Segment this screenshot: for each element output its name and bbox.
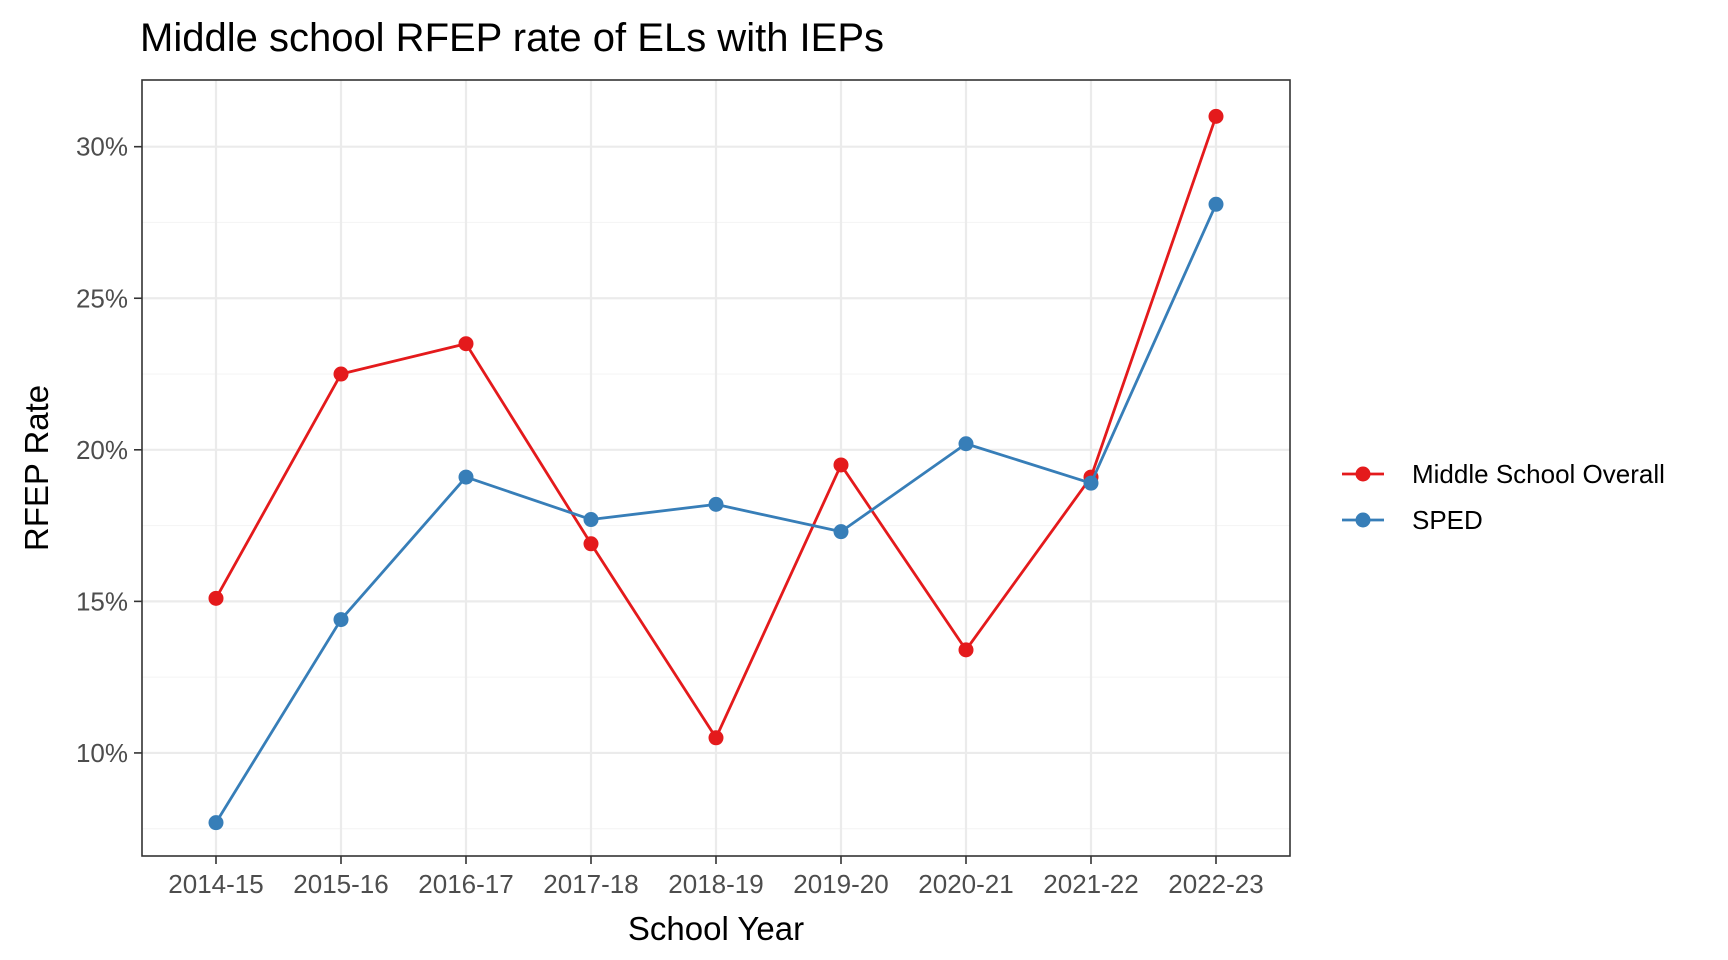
y-tick-label: 10% xyxy=(76,738,128,768)
y-tick-label: 30% xyxy=(76,132,128,162)
data-point xyxy=(208,590,224,606)
y-tick-label: 25% xyxy=(76,283,128,313)
data-point xyxy=(958,642,974,658)
data-point xyxy=(833,524,849,540)
grid xyxy=(142,80,1290,856)
data-point xyxy=(708,730,724,746)
y-tick-label: 20% xyxy=(76,435,128,465)
series-2 xyxy=(208,196,1224,831)
axis-ticks: 10% 15% 20% 25% 30% 2014-15 2015-16 2016-17 2017… xyxy=(76,132,1264,899)
data-point xyxy=(333,612,349,628)
data-point xyxy=(1208,108,1224,124)
data-point xyxy=(458,469,474,485)
x-tick-label: 2020-21 xyxy=(918,869,1013,899)
x-axis-title: School Year xyxy=(628,910,804,947)
chart-title: Middle school RFEP rate of ELs with IEPs xyxy=(140,16,884,60)
series-1 xyxy=(208,108,1224,746)
data-point xyxy=(583,536,599,552)
data-point xyxy=(208,815,224,831)
series-layer xyxy=(208,108,1224,831)
data-point xyxy=(458,336,474,352)
legend-item: SPED xyxy=(1342,505,1483,535)
data-point xyxy=(333,366,349,382)
legend-item: Middle School Overall xyxy=(1342,459,1665,489)
data-point xyxy=(833,457,849,473)
data-point xyxy=(708,496,724,512)
data-point xyxy=(1083,475,1099,491)
legend-label: Middle School Overall xyxy=(1412,459,1665,489)
x-tick-label: 2016-17 xyxy=(418,869,513,899)
legend-key-point xyxy=(1355,466,1371,482)
data-point xyxy=(583,512,599,528)
x-tick-label: 2015-16 xyxy=(293,869,388,899)
x-tick-label: 2018-19 xyxy=(668,869,763,899)
x-tick-label: 2022-23 xyxy=(1168,869,1263,899)
legend-key-point xyxy=(1355,512,1371,528)
x-tick-label: 2017-18 xyxy=(543,869,638,899)
x-tick-label: 2014-15 xyxy=(168,869,263,899)
y-axis-title: RFEP Rate xyxy=(18,385,55,551)
legend: Middle School Overall SPED xyxy=(1342,459,1665,535)
data-point xyxy=(1208,196,1224,212)
legend-label: SPED xyxy=(1412,505,1483,535)
data-point xyxy=(958,436,974,452)
y-tick-label: 15% xyxy=(76,586,128,616)
x-tick-label: 2019-20 xyxy=(793,869,888,899)
x-tick-label: 2021-22 xyxy=(1043,869,1138,899)
